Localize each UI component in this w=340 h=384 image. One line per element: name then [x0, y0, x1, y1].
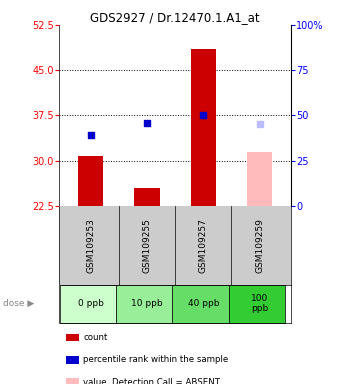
Text: GSM109259: GSM109259 [255, 218, 264, 273]
Text: GSM109257: GSM109257 [199, 218, 208, 273]
Text: 10 ppb: 10 ppb [131, 299, 163, 308]
Bar [134, 188, 159, 206]
Text: GSM109255: GSM109255 [142, 218, 151, 273]
Text: value, Detection Call = ABSENT: value, Detection Call = ABSENT [83, 377, 220, 384]
Bar [229, 285, 285, 323]
Text: 100
ppb: 100 ppb [251, 294, 268, 313]
Point [88, 132, 93, 138]
Title: GDS2927 / Dr.12470.1.A1_at: GDS2927 / Dr.12470.1.A1_at [90, 11, 260, 24]
Bar [59, 285, 116, 323]
Text: 0 ppb: 0 ppb [78, 299, 103, 308]
Point [257, 121, 262, 127]
Bar [247, 152, 272, 206]
Bar [116, 285, 172, 323]
Text: 40 ppb: 40 ppb [188, 299, 219, 308]
Bar [78, 156, 103, 206]
Text: count: count [83, 333, 108, 342]
Bar [172, 285, 229, 323]
Bar [191, 49, 216, 206]
Point [201, 112, 206, 118]
Text: GSM109253: GSM109253 [86, 218, 95, 273]
Point [144, 120, 150, 126]
Text: dose ▶: dose ▶ [3, 299, 35, 308]
Text: percentile rank within the sample: percentile rank within the sample [83, 355, 228, 364]
